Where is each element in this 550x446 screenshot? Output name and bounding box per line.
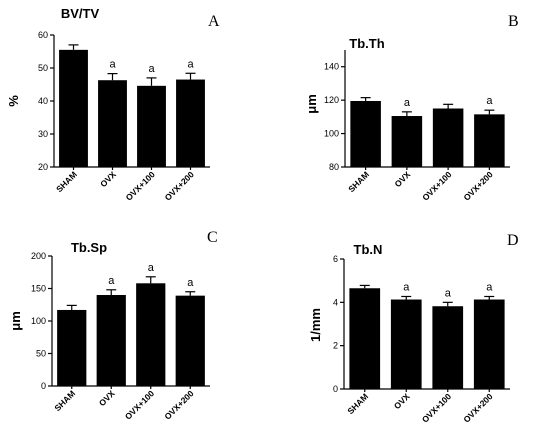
y-tick-label: 30 xyxy=(38,129,48,139)
category-label: OVX+100 xyxy=(420,169,453,202)
category-label: OVX+100 xyxy=(123,388,156,421)
y-tick-label: 50 xyxy=(38,63,48,73)
panel-b-title: Tb.Th xyxy=(349,36,384,51)
significance-label: a xyxy=(486,95,493,107)
category-label: OVX xyxy=(97,388,117,408)
y-tick-label: 2 xyxy=(333,341,338,351)
y-tick-label: 140 xyxy=(324,62,339,72)
significance-label: a xyxy=(403,281,410,293)
category-label: OVX xyxy=(98,169,118,189)
bar xyxy=(59,49,88,167)
y-tick-label: 80 xyxy=(329,162,339,172)
bar xyxy=(137,85,166,167)
category-label: OVX+100 xyxy=(124,169,157,202)
panel-a-plot: 20 30 40 50 60 SHAM a OVX a OVX+100 a OVX+200 xyxy=(38,30,210,203)
y-tick-label: 100 xyxy=(31,316,46,326)
category-label: SHAM xyxy=(345,391,370,416)
y-tick-label: 0 xyxy=(333,384,338,394)
category-label: SHAM xyxy=(52,388,77,413)
panel-d-label: D xyxy=(507,232,519,249)
category-label: OVX xyxy=(392,391,412,411)
y-tick-label: 20 xyxy=(38,162,48,172)
panel-a: BV/TV A % 20 30 40 50 60 SHAM a OVX a OVX+100 a OVX… xyxy=(6,6,220,203)
significance-label: a xyxy=(445,287,452,299)
bar xyxy=(391,116,423,167)
category-label: OVX+200 xyxy=(461,391,494,424)
panel-c-title: Tb.Sp xyxy=(71,240,107,255)
bar xyxy=(473,299,505,389)
bar xyxy=(432,306,464,389)
panel-b: Tb.Th B μm 80 100 120 140 SHAM a OVX OVX+100 a OV… xyxy=(304,13,519,203)
panel-c-label: C xyxy=(207,229,218,246)
bar xyxy=(136,283,166,386)
category-label: OVX xyxy=(393,169,413,189)
panel-d-title: Tb.N xyxy=(354,242,383,257)
panel-c: Tb.Sp C μm 0 50 100 150 200 SHAM a OVX a OVX+100 a… xyxy=(8,229,218,422)
bar xyxy=(350,100,381,167)
significance-label: a xyxy=(148,63,155,75)
y-tick-label: 120 xyxy=(324,95,339,105)
y-tick-label: 40 xyxy=(38,96,48,106)
panel-d: Tb.N D 1/mm 0 2 4 6 SHAM a OVX a OVX+100 a OVX+200 xyxy=(308,232,519,425)
significance-label: a xyxy=(109,59,116,71)
y-tick-label: 6 xyxy=(333,254,338,264)
bar xyxy=(474,114,505,167)
significance-label: a xyxy=(108,275,115,287)
category-label: SHAM xyxy=(346,169,371,194)
panel-c-ylabel: μm xyxy=(8,311,23,331)
panel-a-ylabel: % xyxy=(6,95,21,107)
panel-c-plot: 0 50 100 150 200 SHAM a OVX a OVX+100 a OVX+200 xyxy=(31,251,210,422)
y-tick-label: 4 xyxy=(333,297,338,307)
category-label: OVX+100 xyxy=(420,391,453,424)
panel-d-plot: 0 2 4 6 SHAM a OVX a OVX+100 a OVX+200 xyxy=(333,254,510,425)
panel-d-ylabel: 1/mm xyxy=(308,308,323,342)
significance-label: a xyxy=(404,97,411,109)
y-tick-label: 60 xyxy=(38,30,48,40)
panel-a-label: A xyxy=(208,13,220,30)
panel-a-title: BV/TV xyxy=(61,6,100,21)
category-label: OVX+200 xyxy=(163,169,196,202)
panel-b-ylabel: μm xyxy=(304,94,319,114)
y-tick-label: 200 xyxy=(31,251,46,261)
bar xyxy=(176,79,205,167)
y-tick-label: 0 xyxy=(41,381,46,391)
significance-label: a xyxy=(148,262,155,274)
panel-b-label: B xyxy=(508,13,519,30)
significance-label: a xyxy=(187,277,194,289)
bar xyxy=(349,288,381,389)
significance-label: a xyxy=(187,58,194,70)
category-label: OVX+200 xyxy=(461,169,494,202)
bar xyxy=(96,295,126,386)
significance-label: a xyxy=(486,281,493,293)
category-label: SHAM xyxy=(54,169,79,194)
y-tick-label: 150 xyxy=(31,284,46,294)
category-label: OVX+200 xyxy=(162,388,195,421)
bar xyxy=(432,108,464,167)
bar xyxy=(390,299,422,389)
y-tick-label: 50 xyxy=(36,349,46,359)
bar xyxy=(57,309,87,386)
panel-b-plot: 80 100 120 140 SHAM a OVX OVX+100 a OVX+200 xyxy=(324,50,510,203)
bar xyxy=(175,295,205,386)
y-tick-label: 100 xyxy=(324,129,339,139)
bar xyxy=(98,80,127,167)
